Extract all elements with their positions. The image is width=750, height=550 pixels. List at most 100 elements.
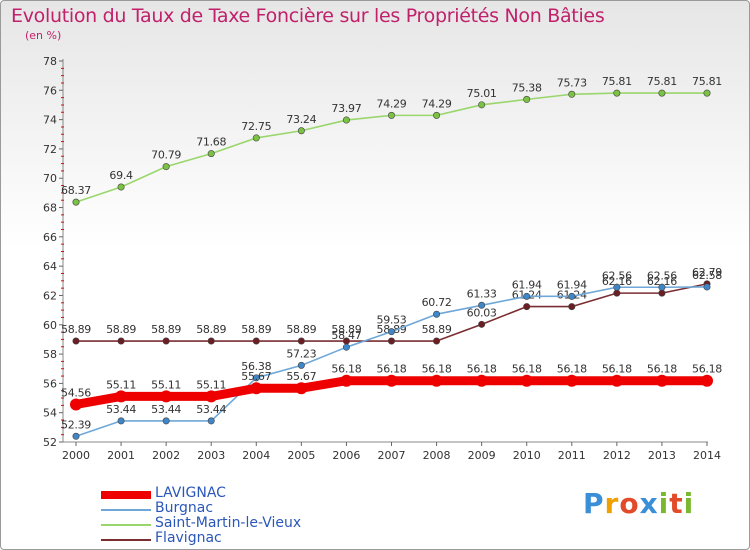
data-label: 56.18 [557, 363, 587, 376]
logo-letter: i [658, 487, 670, 520]
data-point [568, 292, 576, 300]
data-point [478, 320, 486, 328]
logo-letter: o [619, 487, 640, 520]
data-point [658, 89, 666, 97]
data-label: 56.18 [602, 363, 632, 376]
data-point [117, 183, 125, 191]
data-label: 58.47 [331, 329, 361, 342]
data-point [70, 398, 82, 411]
data-label: 55.67 [286, 370, 316, 383]
data-point [340, 374, 353, 387]
data-point [613, 289, 621, 297]
y-tick-label: 64 [43, 260, 57, 273]
data-label: 55.11 [106, 378, 136, 391]
data-label: 62.79 [692, 266, 722, 279]
data-point [478, 101, 486, 109]
x-tick-label: 2002 [152, 449, 180, 462]
legend-swatch-saint-martin-le-vieux [101, 524, 151, 526]
data-label: 74.29 [377, 97, 407, 110]
data-label: 62.16 [647, 275, 677, 288]
data-label: 74.29 [422, 97, 452, 110]
data-point [701, 374, 713, 387]
data-point [568, 90, 576, 98]
y-tick-label: 56 [43, 377, 57, 390]
x-tick-label: 2008 [423, 449, 451, 462]
data-label: 61.33 [467, 287, 497, 300]
data-label: 53.44 [151, 403, 181, 416]
data-point [250, 382, 263, 395]
data-label: 62.56 [647, 269, 677, 282]
data-point [523, 303, 531, 311]
data-point [295, 382, 308, 395]
data-point [342, 343, 350, 351]
data-point [387, 328, 395, 336]
data-point [523, 292, 531, 300]
y-tick-label: 68 [43, 202, 57, 215]
x-tick-label: 2014 [693, 449, 721, 462]
data-point [478, 301, 486, 309]
y-tick-label: 72 [43, 143, 57, 156]
y-tick-label: 70 [43, 172, 57, 185]
data-point [433, 111, 441, 119]
data-label: 68.37 [61, 184, 91, 197]
data-label: 58.89 [196, 323, 226, 336]
data-point [658, 283, 666, 291]
logo-letter: r [604, 487, 620, 520]
y-tick-label: 76 [43, 84, 57, 97]
data-point [703, 283, 711, 291]
data-label: 58.89 [241, 323, 271, 336]
data-label: 55.11 [196, 378, 226, 391]
data-point [207, 337, 215, 345]
data-label: 56.18 [692, 363, 722, 376]
data-label: 56.18 [331, 363, 361, 376]
chart-title: Evolution du Taux de Taxe Foncière sur l… [11, 5, 605, 27]
data-point [252, 337, 260, 345]
x-tick-label: 2010 [513, 449, 541, 462]
data-label: 56.18 [647, 363, 677, 376]
data-point [72, 432, 80, 440]
legend-label-lavignac: LAVIGNAC [155, 485, 226, 501]
data-point [297, 361, 305, 369]
data-label: 55.67 [241, 370, 271, 383]
data-point [613, 283, 621, 291]
y-tick-label: 52 [43, 436, 57, 449]
data-point [117, 337, 125, 345]
y-tick-label: 62 [43, 289, 57, 302]
data-label: 73.97 [331, 102, 361, 115]
data-label: 70.79 [151, 149, 181, 162]
data-point [610, 374, 623, 387]
data-label: 73.24 [286, 113, 316, 126]
logo-letter: x [639, 487, 659, 520]
data-label: 58.89 [286, 323, 316, 336]
data-label: 56.38 [241, 360, 271, 373]
data-point [297, 127, 305, 135]
x-tick-label: 2012 [603, 449, 631, 462]
y-tick-label: 78 [43, 55, 57, 68]
data-point [162, 417, 170, 425]
data-label: 58.89 [106, 323, 136, 336]
data-point [252, 134, 260, 142]
data-label: 60.72 [422, 296, 452, 309]
data-point [658, 289, 666, 297]
data-point [252, 374, 260, 382]
data-label: 72.75 [241, 120, 271, 133]
x-tick-label: 2009 [468, 449, 496, 462]
data-label: 61.94 [512, 278, 542, 291]
chart-unit-label: (en %) [25, 29, 62, 42]
data-point [297, 337, 305, 345]
x-tick-label: 2007 [378, 449, 406, 462]
data-label: 62.56 [602, 269, 632, 282]
data-point [387, 111, 395, 119]
data-label: 60.03 [467, 306, 497, 319]
legend-swatch-flavignac [101, 539, 151, 541]
data-label: 57.23 [286, 347, 316, 360]
data-point [475, 374, 488, 387]
data-point [613, 89, 621, 97]
data-point [207, 417, 215, 425]
data-point [433, 310, 441, 318]
data-label: 56.18 [512, 363, 542, 376]
legend-swatch-burgnac [101, 509, 151, 511]
data-label: 75.73 [557, 76, 587, 89]
